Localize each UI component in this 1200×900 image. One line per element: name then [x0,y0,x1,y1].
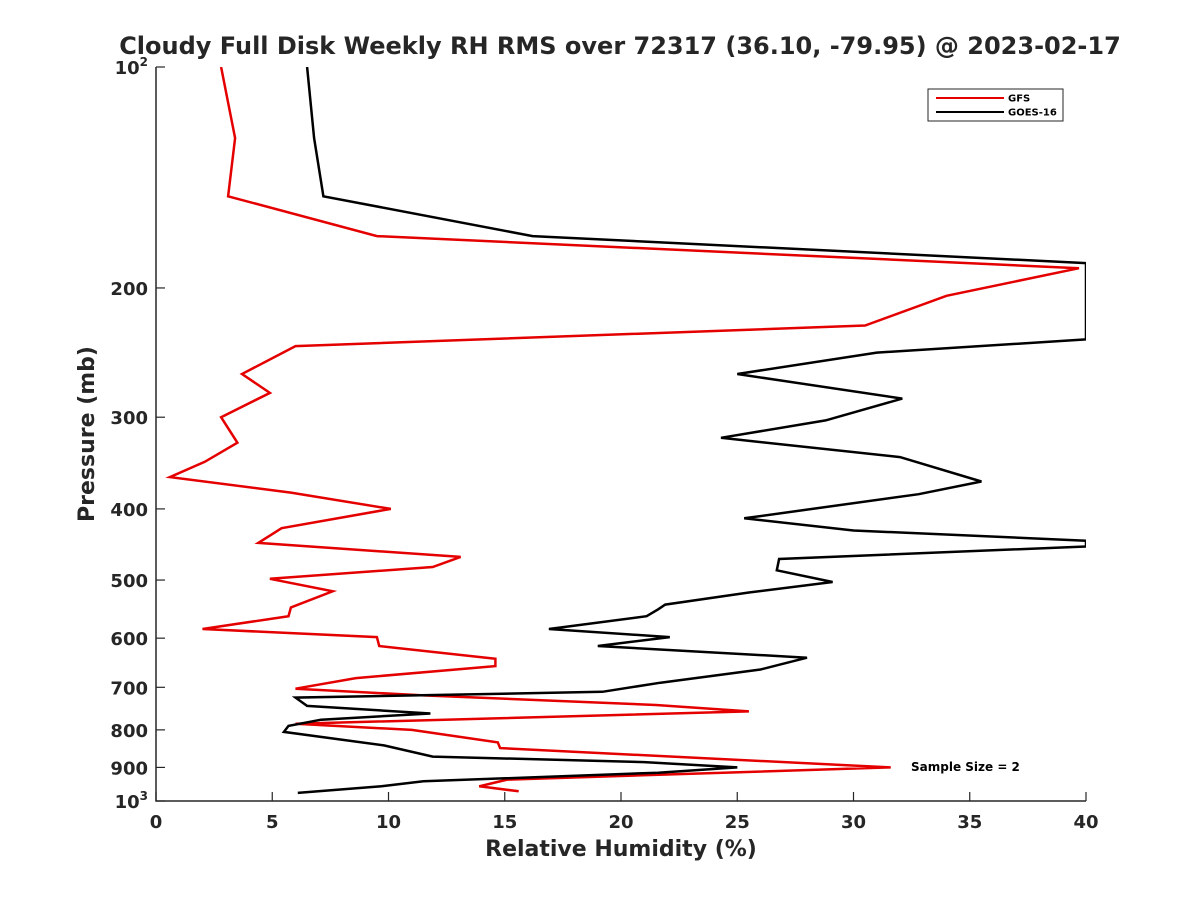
legend-label-gfs: GFS [1008,94,1030,105]
y-tick-label: 500 [110,571,148,592]
y-axis-ticks: 102 200 300 400 500 600 700 800 900 103 [110,55,165,813]
legend: GFS GOES-16 [927,88,1064,122]
x-tick-label: 35 [957,812,982,833]
x-tick-label: 0 [150,812,163,833]
y-tick-label: 600 [110,629,148,650]
y-tick-label: 300 [110,408,148,429]
y-tick-label: 900 [110,758,148,779]
x-tick-label: 20 [608,812,633,833]
x-tick-label: 30 [841,812,866,833]
y-tick-label: 102 [115,55,148,79]
series-line-gfs [165,67,1080,793]
legend-box [927,88,1064,122]
y-tick-label: 800 [110,721,148,742]
legend-label-goes16: GOES-16 [1008,108,1057,119]
x-tick-label: 25 [725,812,750,833]
y-tick-label: 400 [110,500,148,521]
x-tick-label: 5 [266,812,279,833]
y-tick-label: 700 [110,678,148,699]
x-tick-label: 40 [1073,812,1098,833]
series-line-goes16 [281,67,1086,795]
y-tick-label: 103 [115,789,148,813]
sample-size-annotation: Sample Size = 2 [911,760,1020,774]
x-axis-ticks: 0 5 10 15 20 25 30 35 40 [150,792,1099,833]
x-axis-label: Relative Humidity (%) [485,837,757,862]
plot-area: 0 5 10 15 20 25 30 35 40 102 200 300 400 500 600 700 80… [110,55,1098,833]
x-tick-label: 15 [492,812,517,833]
chart-title: Cloudy Full Disk Weekly RH RMS over 7231… [119,32,1121,60]
y-tick-label: 200 [110,279,148,300]
series-layer [165,67,1086,795]
x-tick-label: 10 [376,812,401,833]
y-axis-label: Pressure (mb) [75,346,100,522]
